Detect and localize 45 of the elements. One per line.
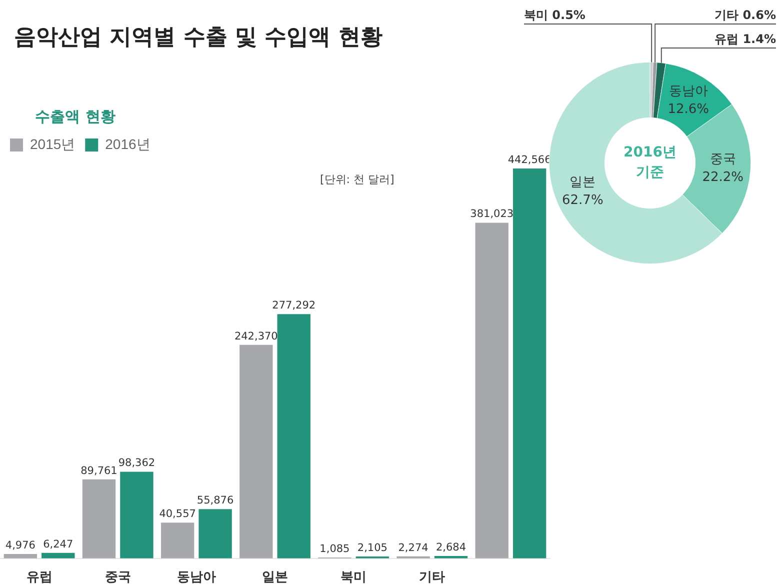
data-label: 442,566 [508,154,552,166]
data-label: 2,105 [357,542,388,554]
bar [512,168,546,558]
data-label: 12.6% [668,102,710,118]
bar [277,314,310,558]
bar [120,472,154,558]
legend-label: 2015년 [30,136,76,152]
data-label: 2,684 [436,542,466,554]
bar [475,222,508,558]
slice-label: 중국 [710,152,736,167]
x-tick-label: 중국 [104,568,131,584]
data-label: 1,085 [320,542,350,555]
data-label: 40,557 [159,508,196,520]
x-tick-label: 기타 [419,568,446,584]
slice-label: 일본 [570,174,596,190]
legend-label: 2016년 [105,136,150,152]
data-label: 98,362 [118,457,156,470]
slice-label: 동남아 [668,84,708,100]
annotation: [단위: 천 달러] [320,172,394,187]
bar [198,509,232,558]
slice-label: 유럽 1.4% [714,32,776,46]
data-label: 55,876 [196,494,234,507]
bar [82,479,116,558]
x-tick-label: 동남아 [176,568,216,584]
x-tick-label: 북미 [340,568,367,584]
data-label: 2,274 [398,542,429,554]
legend-title: 수출액 현황 [35,107,116,126]
data-label: 277,292 [272,300,316,312]
text: 2016년 기준 [624,144,676,181]
bar [160,522,194,558]
data-label: 4,976 [5,540,36,552]
data-label: 62.7% [562,192,604,208]
slice-label: 기타 0.6% [714,8,776,22]
bar [4,554,38,558]
x-tick-label: 유럽 [26,568,52,584]
data-label: 89,761 [80,464,118,477]
x-tick-label: 일본 [262,568,288,584]
data-label: 6,247 [43,538,74,550]
chart-title: 음악산업 지역별 수출 및 수입액 현황 [14,24,382,52]
slice-label: 북미 0.5% [524,8,586,22]
bar [42,552,75,558]
data-label: 381,023 [470,208,514,220]
data-label: 242,370 [234,330,278,342]
bar [240,344,273,558]
data-label: 22.2% [702,170,744,185]
